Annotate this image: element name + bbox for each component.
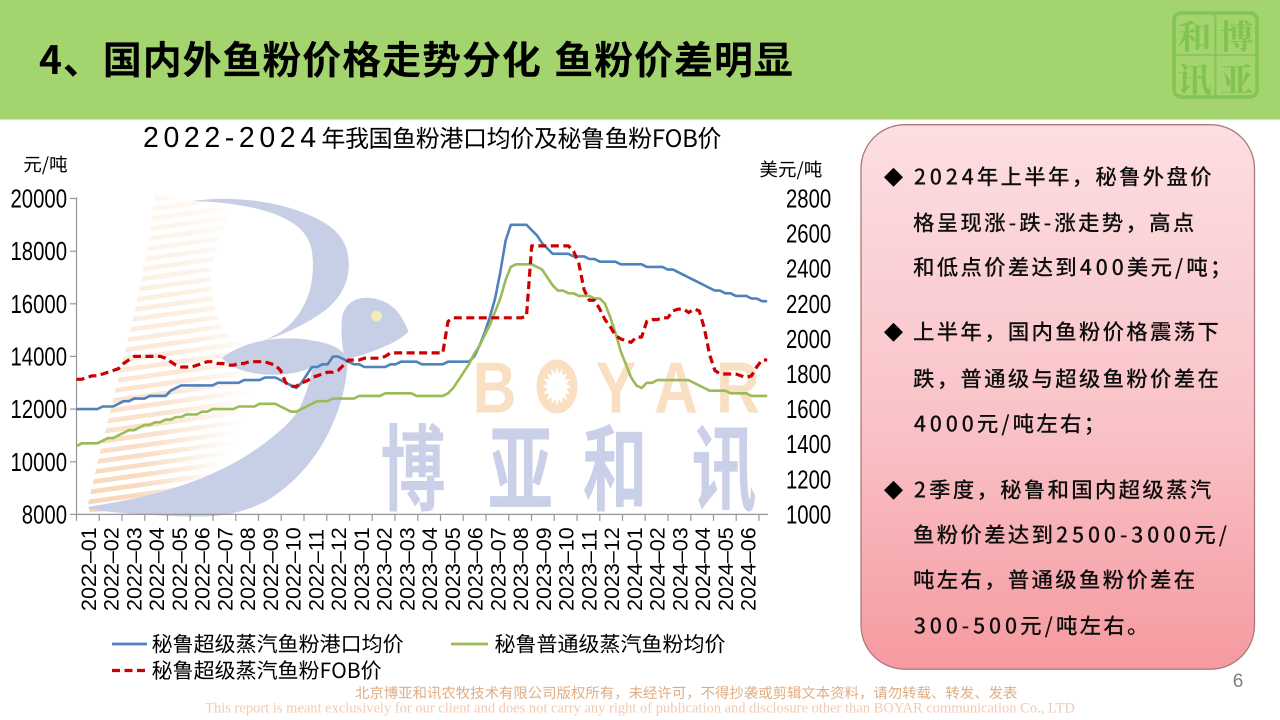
svg-text:2023–06: 2023–06 — [464, 527, 488, 611]
svg-text:2023–09: 2023–09 — [532, 527, 556, 611]
svg-text:2022–12: 2022–12 — [327, 527, 351, 611]
svg-text:2024–02: 2024–02 — [646, 527, 670, 611]
svg-text:2600: 2600 — [786, 221, 831, 249]
svg-text:2022–05: 2022–05 — [168, 527, 192, 611]
svg-text:2022–06: 2022–06 — [191, 527, 215, 611]
svg-text:2022–01: 2022–01 — [77, 527, 101, 611]
svg-text:2022–11: 2022–11 — [304, 529, 328, 611]
svg-text:2023–03: 2023–03 — [395, 527, 419, 611]
svg-text:2023–04: 2023–04 — [418, 527, 442, 611]
svg-text:6: 6 — [1233, 671, 1244, 692]
svg-text:2022–08: 2022–08 — [236, 527, 260, 611]
svg-text:2023–07: 2023–07 — [486, 527, 510, 611]
svg-text:2023–08: 2023–08 — [509, 527, 533, 611]
svg-text:2000: 2000 — [786, 326, 831, 354]
svg-text:2023–02: 2023–02 — [373, 527, 397, 611]
svg-text:2024–03: 2024–03 — [668, 527, 692, 611]
svg-text:2023–11: 2023–11 — [577, 529, 601, 611]
svg-text:18000: 18000 — [11, 238, 68, 266]
svg-text:R: R — [716, 349, 760, 429]
svg-text:2022–10: 2022–10 — [282, 527, 306, 611]
svg-text:2023–10: 2023–10 — [555, 527, 579, 611]
svg-text:2024–01: 2024–01 — [623, 527, 647, 611]
svg-text:2022–09: 2022–09 — [259, 527, 283, 611]
svg-text:2400: 2400 — [786, 256, 831, 284]
svg-text:20000: 20000 — [11, 186, 68, 214]
svg-text:1600: 1600 — [786, 396, 831, 424]
svg-text:1800: 1800 — [786, 361, 831, 389]
svg-text:2023–05: 2023–05 — [441, 527, 465, 611]
svg-text:2023–12: 2023–12 — [600, 527, 624, 611]
svg-text:A: A — [654, 349, 698, 429]
svg-text:2022-2024: 2022-2024 — [143, 122, 321, 154]
svg-text:2022–04: 2022–04 — [145, 527, 169, 611]
svg-text:1400: 1400 — [786, 431, 831, 459]
svg-text:1200: 1200 — [786, 466, 831, 494]
svg-text:2200: 2200 — [786, 291, 831, 319]
svg-text:10000: 10000 — [11, 449, 68, 477]
svg-text:Y: Y — [596, 349, 636, 429]
svg-text:8000: 8000 — [22, 501, 67, 529]
svg-text:2022–07: 2022–07 — [213, 527, 237, 611]
svg-text:2024–05: 2024–05 — [714, 527, 738, 611]
svg-text:2024–06: 2024–06 — [737, 527, 761, 611]
svg-text:2023–01: 2023–01 — [350, 527, 374, 611]
svg-text:This report is meant exclusive: This report is meant exclusively for our… — [205, 701, 1075, 717]
svg-text:2800: 2800 — [786, 186, 831, 214]
svg-text:B: B — [473, 349, 517, 429]
svg-text:2022–02: 2022–02 — [100, 527, 124, 611]
svg-text:14000: 14000 — [11, 343, 68, 371]
svg-text:16000: 16000 — [11, 291, 68, 319]
svg-text:12000: 12000 — [11, 396, 68, 424]
svg-text:2024–04: 2024–04 — [691, 527, 715, 611]
svg-text:2022–03: 2022–03 — [122, 527, 146, 611]
svg-text:1000: 1000 — [786, 501, 831, 529]
